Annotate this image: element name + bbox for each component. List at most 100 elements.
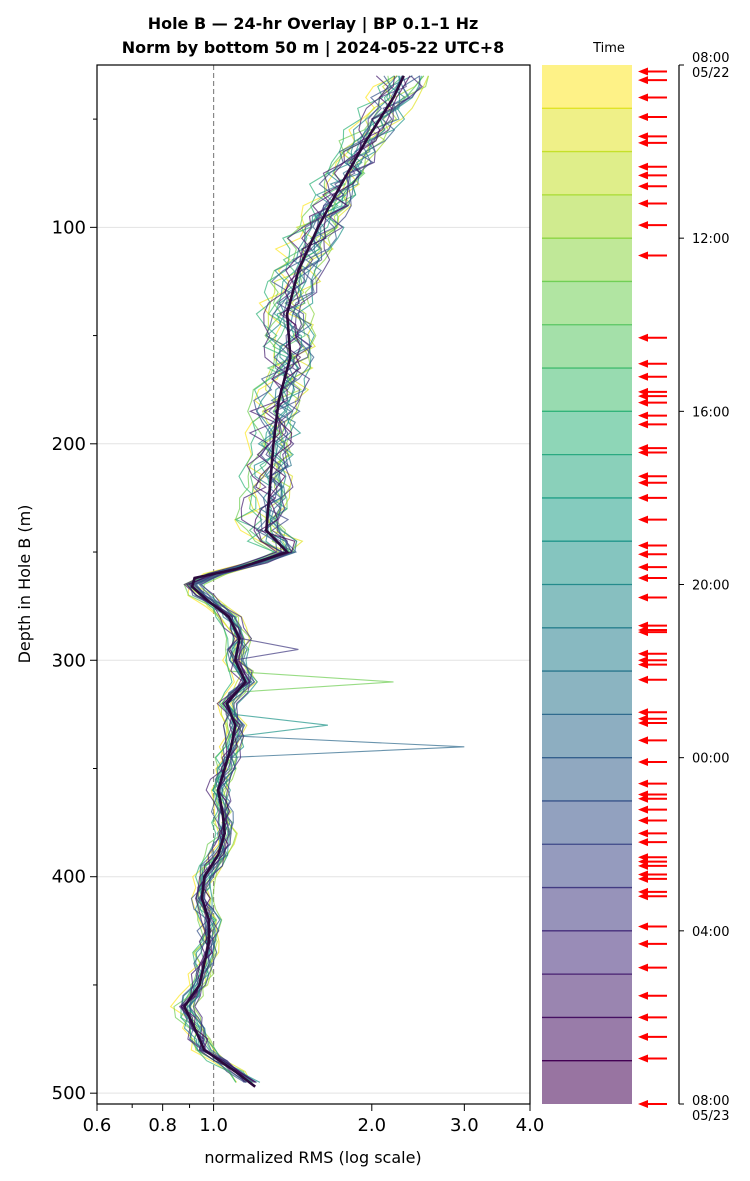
event-arrow-59 xyxy=(638,963,667,972)
x-tick-label-1: 0.8 xyxy=(148,1115,177,1136)
profile-line-4 xyxy=(192,75,430,1083)
colorbar-segment-14 xyxy=(542,671,632,715)
time-tick-label-5: 04:00 xyxy=(692,925,729,940)
event-arrow-6 xyxy=(638,162,667,171)
x-tick-label-4: 3.0 xyxy=(450,1115,479,1136)
colorbar-segment-13 xyxy=(542,627,632,672)
event-arrow-13 xyxy=(638,359,667,368)
x-tick-label-5: 4.0 xyxy=(516,1115,545,1136)
event-arrow-0 xyxy=(638,67,667,76)
event-arrow-19 xyxy=(638,420,667,429)
colorbar-segment-8 xyxy=(542,411,632,455)
event-arrow-30 xyxy=(638,593,667,602)
colorbar-segment-17 xyxy=(542,800,632,845)
chart-title-line-1: Hole B — 24-hr Overlay | BP 0.1–1 Hz xyxy=(148,14,479,34)
event-arrow-14 xyxy=(638,372,667,381)
colorbar-segment-19 xyxy=(542,887,632,931)
time-tick-label-4: 00:00 xyxy=(692,752,729,767)
colorbar-segment-9 xyxy=(542,454,632,498)
event-arrow-4 xyxy=(638,132,667,141)
event-arrow-3 xyxy=(638,112,667,121)
x-axis-label: normalized RMS (log scale) xyxy=(204,1148,421,1167)
event-arrow-58 xyxy=(638,939,667,948)
event-arrow-7 xyxy=(638,171,667,180)
event-arrow-23 xyxy=(638,478,667,487)
colorbar-segment-4 xyxy=(542,238,632,282)
time-tick-label-6: 08:00 xyxy=(692,1094,729,1109)
colorbar-segment-6 xyxy=(542,324,632,369)
event-arrow-54 xyxy=(638,874,667,883)
event-arrow-41 xyxy=(638,736,667,745)
event-arrow-48 xyxy=(638,829,667,838)
colorbar-segment-5 xyxy=(542,281,632,325)
time-tick-label-0: 08:00 xyxy=(692,51,729,66)
event-arrow-29 xyxy=(638,574,667,583)
event-arrow-18 xyxy=(638,411,667,420)
event-arrow-2 xyxy=(638,93,667,102)
y-tick-label-3: 400 xyxy=(52,867,86,888)
colorbar-segment-21 xyxy=(542,974,632,1018)
x-tick-label-2: 1.0 xyxy=(199,1115,228,1136)
colorbar-segment-3 xyxy=(542,194,632,239)
event-arrow-1 xyxy=(638,76,667,85)
event-arrow-12 xyxy=(638,333,667,342)
event-arrow-42 xyxy=(638,757,667,766)
y-axis-label: Depth in Hole B (m) xyxy=(15,505,34,664)
event-arrow-21 xyxy=(638,448,667,457)
colorbar-segment-2 xyxy=(542,151,632,195)
y-tick-label-2: 300 xyxy=(52,650,86,671)
event-arrow-36 xyxy=(638,660,667,669)
colorbar-segment-16 xyxy=(542,757,632,801)
event-arrow-17 xyxy=(638,398,667,407)
event-arrow-33 xyxy=(638,628,667,637)
colorbar-segment-0 xyxy=(542,65,632,109)
colorbar-segment-11 xyxy=(542,541,632,585)
profile-line-20 xyxy=(194,75,424,1083)
event-arrow-60 xyxy=(638,991,667,1000)
event-arrow-16 xyxy=(638,392,667,401)
y-tick-label-4: 500 xyxy=(52,1083,86,1104)
plot-area: 0.6 0.8 1.0 2.0 3.0 4.0 100 200 300 400 500 xyxy=(52,64,545,1136)
event-arrow-46 xyxy=(638,805,667,814)
event-arrow-43 xyxy=(638,779,667,788)
profile-line-23 xyxy=(180,75,411,1083)
event-arrow-37 xyxy=(638,675,667,684)
time-tick-label-3: 20:00 xyxy=(692,579,729,594)
time-tick-label-2: 16:00 xyxy=(692,405,729,420)
event-arrow-27 xyxy=(638,550,667,559)
colorbar: Time08:0005/2212:0016:0020:0000:0004:000… xyxy=(542,41,729,1124)
event-arrow-10 xyxy=(638,221,667,230)
event-arrow-38 xyxy=(638,708,667,717)
colorbar-segment-1 xyxy=(542,108,632,152)
event-arrow-28 xyxy=(638,563,667,572)
colorbar-segment-7 xyxy=(542,368,632,412)
event-arrow-49 xyxy=(638,838,667,847)
colorbar-segment-22 xyxy=(542,1017,632,1061)
colorbar-segment-15 xyxy=(542,714,632,758)
colorbar-title: Time xyxy=(592,41,625,56)
event-arrow-25 xyxy=(638,515,667,524)
event-arrow-63 xyxy=(638,1054,667,1063)
time-tick-label-1: 12:00 xyxy=(692,232,729,247)
time-tick-sublabel-0: 05/22 xyxy=(692,66,729,81)
x-tick-label-0: 0.6 xyxy=(83,1115,112,1136)
event-arrow-47 xyxy=(638,816,667,825)
colorbar-segment-23 xyxy=(542,1060,632,1104)
colorbar-segment-18 xyxy=(542,844,632,888)
plot-frame xyxy=(96,64,531,1105)
profile-lines xyxy=(169,75,465,1088)
x-tick-label-3: 2.0 xyxy=(357,1115,386,1136)
event-arrow-34 xyxy=(638,649,667,658)
event-arrow-62 xyxy=(638,1032,667,1041)
y-tick-label-0: 100 xyxy=(52,217,86,238)
colorbar-segment-12 xyxy=(542,584,632,628)
event-arrow-57 xyxy=(638,922,667,931)
event-arrow-64 xyxy=(638,1100,667,1108)
event-arrow-40 xyxy=(638,719,667,728)
event-arrow-22 xyxy=(638,472,667,481)
chart-title: Hole B — 24-hr Overlay | BP 0.1–1 Hz Nor… xyxy=(122,14,505,58)
event-arrow-45 xyxy=(638,794,667,803)
y-tick-label-1: 200 xyxy=(52,434,86,455)
event-arrow-9 xyxy=(638,199,667,208)
